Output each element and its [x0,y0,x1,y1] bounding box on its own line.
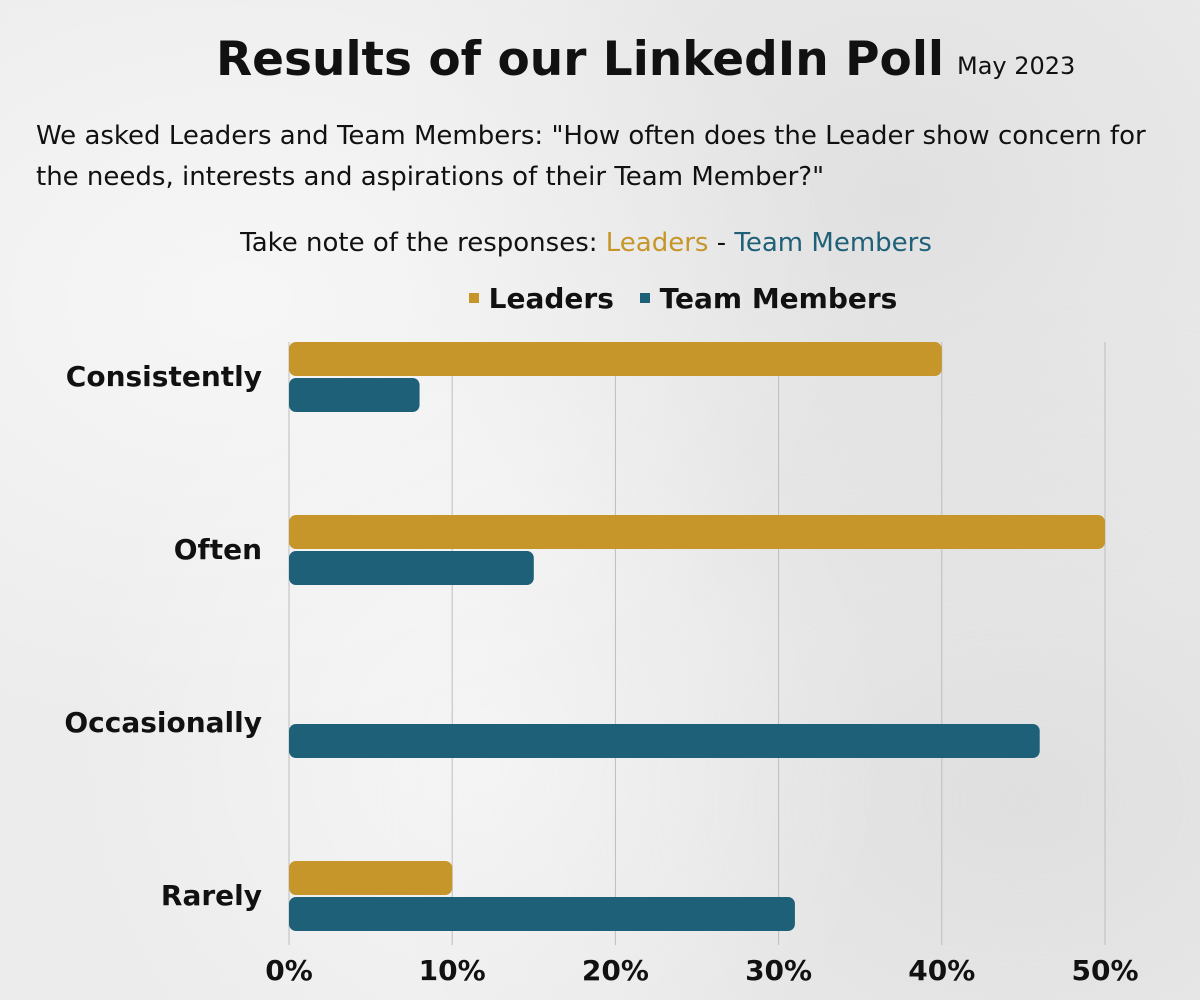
note-leaders: Leaders [605,228,709,258]
x-tick-label: 0% [265,954,313,987]
legend-swatch-team-members [639,293,650,303]
bar-team-members-often [289,551,534,585]
chart-title: Results of our LinkedIn Poll [215,32,945,87]
category-label: Occasionally [64,706,262,739]
legend-label-team-members: Team Members [659,282,898,315]
x-tick-label: 30% [745,954,812,987]
x-tick-label: 10% [419,954,486,987]
bar-leaders-rarely [289,861,453,895]
category-label: Consistently [66,360,262,393]
bar-leaders-consistently [289,342,942,376]
responses-note: Take note of the responses: Leaders - Te… [0,228,1172,258]
note-team-members: Team Members [734,228,932,258]
bar-team-members-consistently [289,378,420,412]
x-tick-label: 40% [908,954,975,987]
legend-item-leaders: Leaders [468,282,614,315]
legend-swatch-leaders [468,293,479,303]
legend-label-leaders: Leaders [488,282,614,315]
bar-team-members-rarely [289,897,795,931]
chart-legend: Leaders Team Members [0,282,1200,315]
x-tick-label: 20% [582,954,649,987]
poll-date: May 2023 [957,52,1076,80]
bar-leaders-often [289,515,1105,549]
note-prefix: Take note of the responses: [240,228,606,258]
legend-item-team-members: Team Members [639,282,898,315]
category-label: Often [174,533,262,566]
note-separator: - [708,228,735,258]
category-label: Rarely [161,879,262,912]
x-tick-label: 50% [1071,954,1138,987]
poll-question: We asked Leaders and Team Members: "How … [36,121,1146,192]
bar-team-members-occasionally [289,724,1040,758]
